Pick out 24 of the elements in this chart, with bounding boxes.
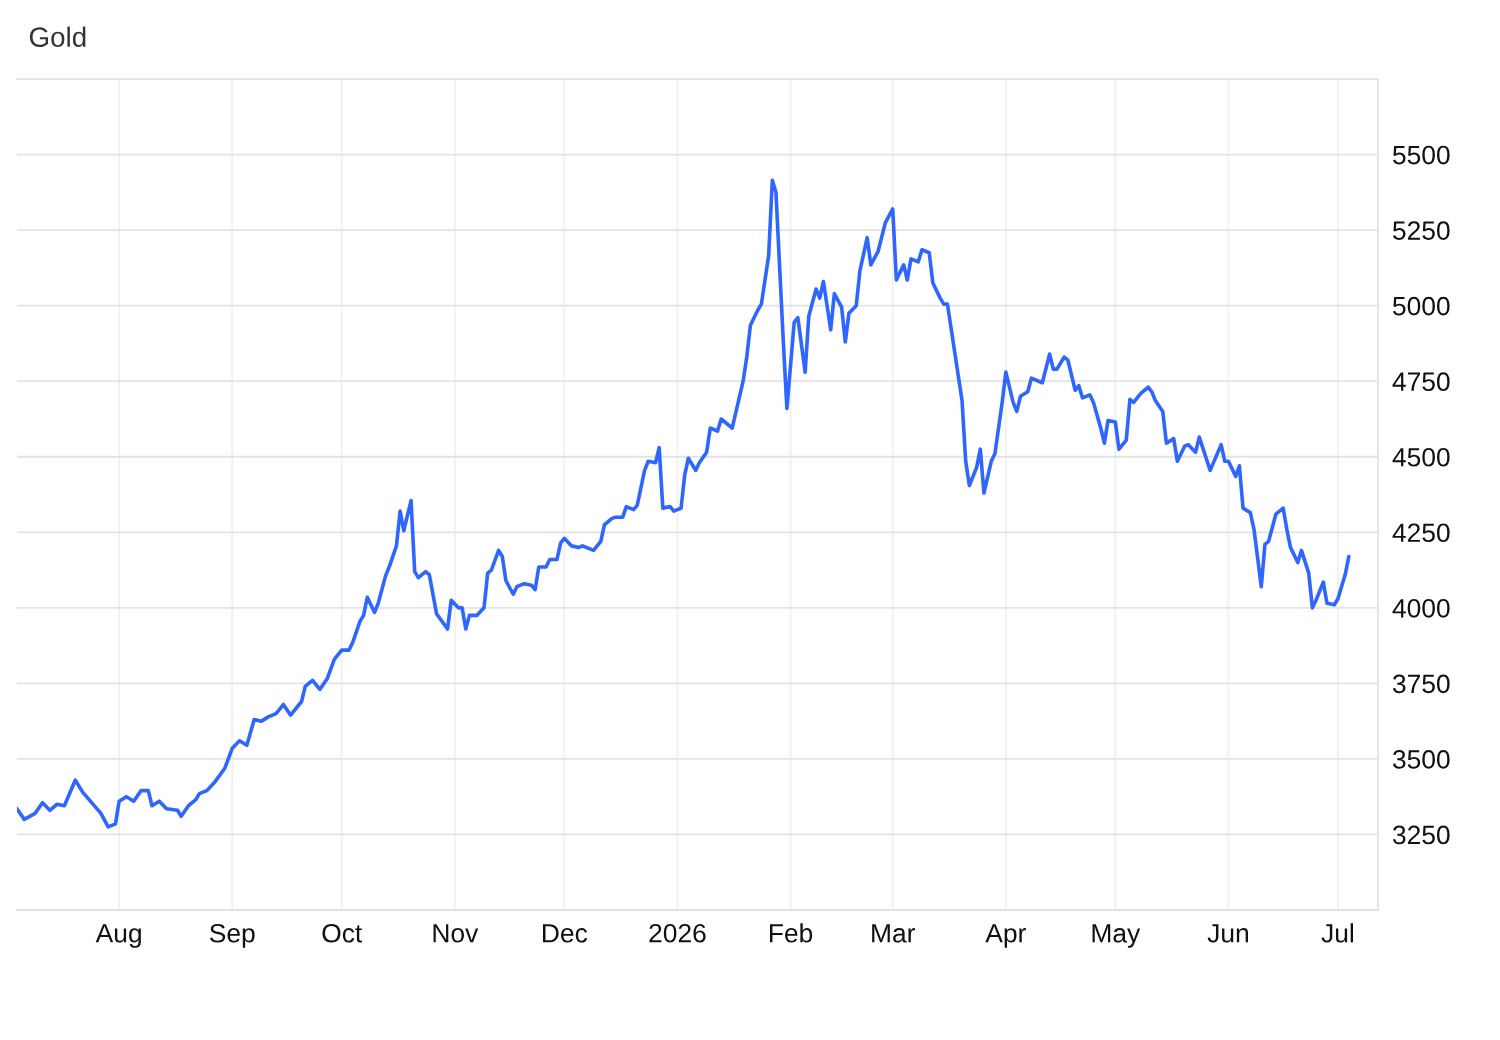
x-tick-label: Sep: [209, 923, 255, 948]
y-tick-label: 3750: [1392, 674, 1450, 694]
x-tick-label: Dec: [543, 924, 588, 943]
y-tick-label: 4500: [1392, 447, 1450, 467]
y-tick-label: 3250: [1392, 825, 1450, 845]
x-tick-label: Oct: [322, 923, 363, 943]
y-tick-label: 5500: [1392, 145, 1450, 165]
x-tick-label: May: [1092, 924, 1141, 948]
y-tick-label: 4250: [1392, 523, 1450, 543]
x-tick-label: Feb: [769, 923, 813, 943]
chart-title: Gold: [29, 26, 86, 47]
x-tick-label: Nov: [433, 924, 479, 943]
y-tick-label: 5250: [1392, 221, 1450, 240]
y-tick-label: 5000: [1392, 296, 1450, 316]
y-tick-label: 4000: [1392, 598, 1450, 618]
x-tick-label: Jul: [1321, 923, 1354, 943]
x-tick-label: Aug: [95, 924, 141, 948]
y-tick-label: 3500: [1392, 750, 1450, 769]
x-tick-label: Apr: [985, 924, 1026, 948]
x-tick-label: Jun: [1207, 924, 1248, 943]
line-series: [16, 178, 1351, 829]
y-tick-label: 4750: [1392, 372, 1450, 392]
x-tick-label: Mar: [872, 924, 916, 943]
x-tick-label: 2026: [649, 923, 706, 943]
